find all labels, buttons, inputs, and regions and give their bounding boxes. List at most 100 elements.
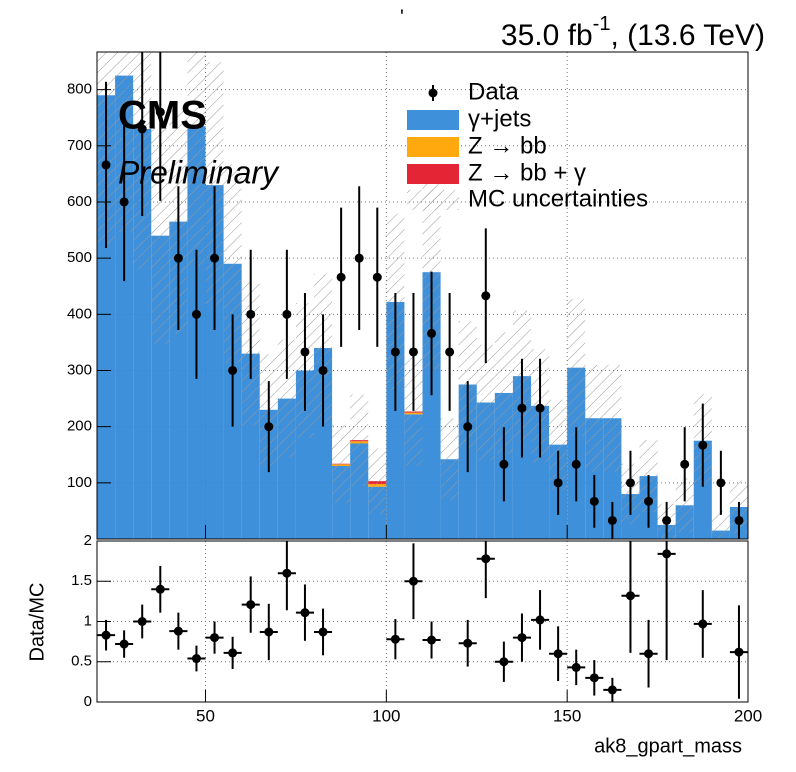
data-point — [571, 459, 581, 469]
legend-label: γ+jets — [468, 105, 531, 132]
data-point — [336, 272, 346, 282]
data-point — [463, 422, 473, 432]
uncertainty-band — [711, 510, 730, 539]
y-tick-label: 100 — [67, 474, 92, 491]
legend-swatch — [407, 190, 459, 210]
stray-mark: ' — [400, 6, 404, 28]
cms-label: CMS — [118, 94, 207, 138]
data-point — [354, 253, 364, 263]
data-point — [463, 638, 473, 648]
legend-marker — [428, 88, 438, 98]
data-point — [372, 272, 382, 282]
uncertainty-band — [205, 62, 224, 309]
data-point — [173, 626, 183, 636]
data-point — [119, 197, 129, 207]
y-tick-label: 1.5 — [71, 572, 92, 589]
uncertainty-band — [585, 364, 604, 472]
data-point — [408, 576, 418, 586]
data-point — [662, 549, 672, 559]
data-point — [173, 253, 183, 263]
data-point — [589, 496, 599, 506]
data-point — [607, 515, 617, 525]
data-point — [228, 365, 238, 375]
uncertainty-band — [350, 394, 369, 486]
lumi-suffix: , (13.6 TeV) — [610, 19, 765, 52]
data-point — [517, 403, 527, 413]
uncertainty-band — [332, 424, 351, 503]
data-point — [264, 422, 274, 432]
data-point — [698, 440, 708, 450]
data-point — [101, 630, 111, 640]
frame — [96, 51, 749, 540]
data-point — [228, 648, 238, 658]
data-point — [408, 347, 418, 357]
data-point — [607, 685, 617, 695]
frame — [96, 540, 749, 703]
uncertainty-band — [187, 52, 206, 267]
legend-label: Data — [468, 78, 519, 105]
data-point — [191, 309, 201, 319]
data-point — [517, 633, 527, 643]
uncertainty-band — [368, 448, 387, 514]
data-point — [282, 309, 292, 319]
y-tick-label: 700 — [67, 137, 92, 154]
data-point — [734, 515, 744, 525]
uncertainty-band — [549, 399, 568, 490]
data-point — [716, 478, 726, 488]
data-point — [318, 627, 328, 637]
data-point — [589, 673, 599, 683]
data-point — [264, 627, 274, 637]
y-tick-label: 0.5 — [71, 653, 92, 670]
data-point — [210, 633, 220, 643]
uncertainty-band — [277, 339, 296, 458]
uncertainty-band — [675, 478, 694, 533]
data-point — [318, 365, 328, 375]
preliminary-label: Preliminary — [118, 154, 280, 190]
legend-label: MC uncertainties — [468, 185, 648, 212]
data-point — [481, 554, 491, 564]
data-point — [445, 347, 455, 357]
data-point — [427, 635, 437, 645]
data-point — [499, 459, 509, 469]
x-tick-label: 50 — [196, 706, 215, 725]
data-point — [155, 107, 165, 117]
data-point — [553, 478, 563, 488]
legend-swatch — [407, 164, 459, 184]
data-point — [427, 328, 437, 338]
data-point — [155, 584, 165, 594]
data-point — [553, 649, 563, 659]
uncertainty-band — [151, 127, 170, 344]
data-point — [734, 647, 744, 657]
lumi-label: 35.0 fb-1, (13.6 TeV) — [501, 13, 765, 52]
uncertainty-band — [476, 344, 495, 461]
data-point — [481, 291, 491, 301]
y-tick-label: 1 — [84, 612, 92, 629]
y-axis-label: Data/MC — [26, 583, 48, 662]
uncertainty-band — [440, 418, 459, 501]
y-tick-label: 300 — [67, 361, 92, 378]
data-point — [698, 619, 708, 629]
data-point — [282, 568, 292, 578]
data-point — [119, 639, 129, 649]
data-point — [300, 347, 310, 357]
data-point — [246, 309, 256, 319]
lumi-sup: -1 — [593, 13, 611, 35]
data-point — [390, 347, 400, 357]
data-point — [191, 654, 201, 664]
legend-label: Z → bb + γ — [468, 159, 586, 186]
data-point — [644, 649, 654, 659]
y-tick-label: 200 — [67, 418, 92, 435]
data-point — [535, 403, 545, 413]
data-point — [137, 617, 147, 626]
data-point — [390, 634, 400, 644]
y-tick-label: 500 — [67, 249, 92, 266]
data-point — [137, 124, 147, 134]
y-tick-label: 400 — [67, 305, 92, 322]
data-point — [625, 478, 635, 488]
uncertainty-band — [603, 364, 622, 472]
y-tick-label: 0 — [84, 693, 92, 710]
data-point — [644, 496, 654, 506]
data-point — [662, 515, 672, 525]
